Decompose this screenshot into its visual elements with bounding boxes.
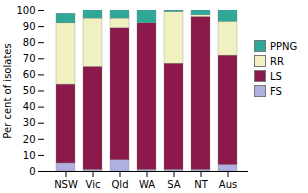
svg-text:70: 70 bbox=[23, 53, 36, 64]
svg-text:WA: WA bbox=[139, 179, 155, 190]
svg-text:20: 20 bbox=[23, 134, 36, 145]
svg-text:30: 30 bbox=[23, 117, 36, 128]
html-text:LS: LS bbox=[270, 70, 282, 82]
svg-text:60: 60 bbox=[23, 69, 36, 80]
svg-text:Qld: Qld bbox=[112, 179, 129, 190]
svg-text:100: 100 bbox=[16, 5, 35, 16]
svg-text:80: 80 bbox=[23, 37, 36, 48]
svg-text:Vic: Vic bbox=[86, 179, 101, 190]
svg-text:90: 90 bbox=[23, 21, 36, 32]
svg-text:10: 10 bbox=[23, 150, 36, 161]
svg-text:50: 50 bbox=[23, 85, 36, 96]
svg-text:NSW: NSW bbox=[54, 179, 78, 190]
svg-text:Aus: Aus bbox=[219, 179, 237, 190]
svg-text:40: 40 bbox=[23, 101, 36, 112]
html-text:PPNG: PPNG bbox=[270, 40, 298, 52]
html-text:FS: FS bbox=[270, 85, 282, 97]
svg-text:SA: SA bbox=[167, 179, 181, 190]
svg-text:0: 0 bbox=[29, 166, 35, 177]
html-text:RR: RR bbox=[270, 55, 284, 67]
svg-text:NT: NT bbox=[194, 179, 208, 190]
svg-text:Per cent of isolates: Per cent of isolates bbox=[2, 43, 13, 138]
